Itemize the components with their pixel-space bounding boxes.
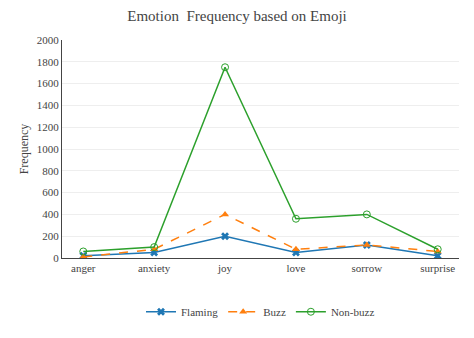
svg-text:400: 400 — [42, 208, 59, 220]
svg-text:Flaming: Flaming — [181, 306, 218, 318]
svg-text:600: 600 — [42, 186, 59, 198]
svg-text:1600: 1600 — [37, 77, 60, 89]
svg-text:1400: 1400 — [37, 99, 60, 111]
svg-text:Non-buzz: Non-buzz — [331, 306, 374, 318]
svg-text:1200: 1200 — [37, 121, 60, 133]
svg-text:Buzz: Buzz — [263, 306, 286, 318]
svg-text:joy: joy — [217, 262, 233, 274]
svg-text:200: 200 — [42, 230, 59, 242]
svg-text:800: 800 — [42, 165, 59, 177]
svg-text:1000: 1000 — [37, 143, 60, 155]
svg-text:Emotion Frequency based on Em: Emotion Frequency based on Emoji — [127, 8, 347, 24]
svg-text:sorrow: sorrow — [352, 262, 383, 274]
svg-text:1800: 1800 — [37, 56, 60, 68]
svg-text:surprise: surprise — [420, 262, 455, 274]
svg-text:love: love — [286, 262, 305, 274]
svg-text:anxiety: anxiety — [138, 262, 171, 274]
svg-text:0: 0 — [53, 252, 59, 264]
svg-text:Frequency: Frequency — [17, 124, 31, 175]
svg-text:2000: 2000 — [37, 34, 60, 46]
svg-text:anger: anger — [71, 262, 96, 274]
